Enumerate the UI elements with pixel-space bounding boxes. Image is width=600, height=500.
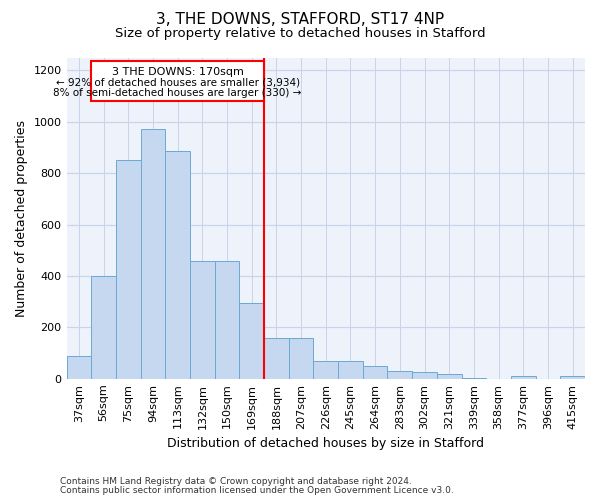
Bar	[511, 376, 536, 379]
Text: Size of property relative to detached houses in Stafford: Size of property relative to detached ho…	[115, 28, 485, 40]
Bar	[363, 366, 388, 379]
Bar	[461, 378, 486, 379]
Bar	[67, 356, 91, 379]
Bar	[338, 361, 363, 379]
Text: ← 92% of detached houses are smaller (3,934): ← 92% of detached houses are smaller (3,…	[56, 78, 300, 88]
Text: 3 THE DOWNS: 170sqm: 3 THE DOWNS: 170sqm	[112, 67, 244, 77]
Text: 8% of semi-detached houses are larger (330) →: 8% of semi-detached houses are larger (3…	[53, 88, 302, 98]
Bar	[91, 276, 116, 379]
X-axis label: Distribution of detached houses by size in Stafford: Distribution of detached houses by size …	[167, 437, 484, 450]
Bar	[165, 152, 190, 379]
Bar	[190, 260, 215, 379]
Bar	[313, 361, 338, 379]
Bar	[140, 130, 165, 379]
Bar	[289, 338, 313, 379]
Bar	[412, 372, 437, 379]
Bar	[116, 160, 140, 379]
Bar	[91, 62, 264, 101]
Text: Contains HM Land Registry data © Crown copyright and database right 2024.: Contains HM Land Registry data © Crown c…	[60, 477, 412, 486]
Bar	[388, 370, 412, 379]
Bar	[264, 338, 289, 379]
Text: 3, THE DOWNS, STAFFORD, ST17 4NP: 3, THE DOWNS, STAFFORD, ST17 4NP	[156, 12, 444, 28]
Bar	[239, 303, 264, 379]
Text: Contains public sector information licensed under the Open Government Licence v3: Contains public sector information licen…	[60, 486, 454, 495]
Bar	[560, 376, 585, 379]
Bar	[215, 260, 239, 379]
Bar	[437, 374, 461, 379]
Y-axis label: Number of detached properties: Number of detached properties	[15, 120, 28, 316]
